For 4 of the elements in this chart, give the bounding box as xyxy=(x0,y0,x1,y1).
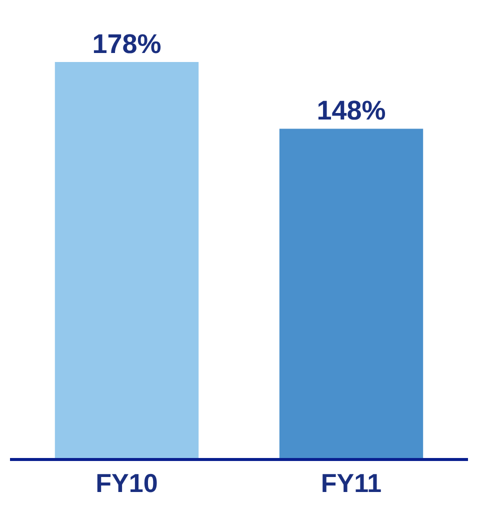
data-label: 148% xyxy=(316,96,386,126)
x-tick-label: FY10 xyxy=(96,468,158,498)
x-tick-label: FY11 xyxy=(320,468,382,498)
data-label: 178% xyxy=(92,29,162,59)
